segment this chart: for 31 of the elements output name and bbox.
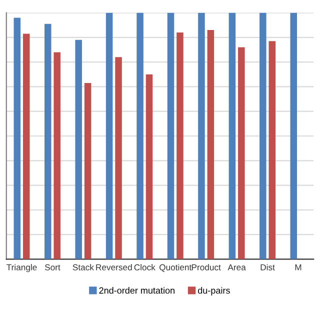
x-tick-label: Clock <box>134 264 156 270</box>
bar <box>115 57 122 260</box>
bar <box>238 47 245 260</box>
bar <box>44 24 52 260</box>
bar <box>207 30 214 260</box>
bar <box>75 40 82 260</box>
bar <box>167 12 174 260</box>
bar <box>228 12 236 260</box>
bar <box>136 12 144 260</box>
bar <box>290 12 298 260</box>
x-tick-label: M <box>295 264 302 270</box>
x-tick-label: Area <box>228 264 246 270</box>
x-tick-label: Product <box>192 264 221 270</box>
x-tick-label: Quotient <box>159 264 192 272</box>
bar <box>84 83 92 260</box>
legend-label: 2nd-order mutation <box>99 287 174 294</box>
bar <box>22 34 30 260</box>
bar <box>146 74 153 260</box>
bar <box>54 52 60 260</box>
x-tick-label: Stack <box>72 264 94 270</box>
x-tick-label: Triangle <box>6 264 37 272</box>
x-tick-label: Dist <box>260 264 275 270</box>
x-tick-label: Reversed <box>96 264 132 270</box>
bar <box>14 18 21 260</box>
bar <box>268 41 276 260</box>
bar <box>260 12 266 260</box>
bar <box>176 32 184 260</box>
bar <box>198 12 205 260</box>
bar <box>106 12 113 260</box>
x-tick-label: Sort <box>44 264 60 270</box>
legend-label: du-pairs <box>198 287 230 296</box>
